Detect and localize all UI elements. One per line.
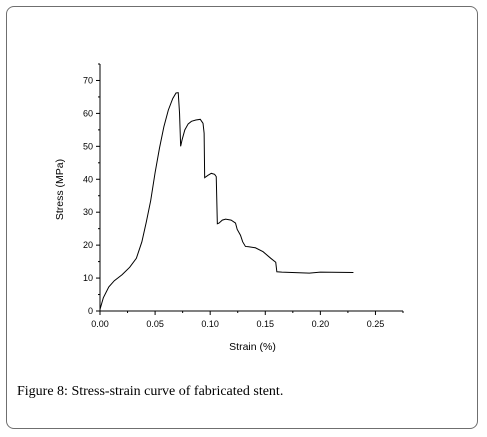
y-tick-label: 20 (83, 240, 93, 250)
y-tick-label: 70 (83, 75, 93, 85)
figure-caption-label: Figure 8: (17, 384, 68, 399)
x-tick-label: 0.25 (367, 319, 385, 329)
x-tick-label: 0.15 (257, 319, 275, 329)
x-tick-label: 0.05 (146, 319, 164, 329)
y-tick-label: 50 (83, 141, 93, 151)
y-ticks: 0 10 20 30 40 50 60 70 (83, 63, 100, 316)
y-tick-label: 60 (83, 108, 93, 118)
figure-caption-text: Stress-strain curve of fabricated stent. (67, 384, 284, 399)
figure-caption: Figure 8: Stress-strain curve of fabrica… (17, 384, 283, 400)
x-axis-title: Strain (%) (229, 341, 276, 353)
x-ticks: 0.00 0.05 0.10 0.15 0.20 0.25 (91, 311, 404, 329)
axes (99, 64, 403, 312)
y-tick-label: 30 (83, 207, 93, 217)
y-axis-title: Stress (MPa) (54, 159, 66, 220)
y-tick-label: 10 (83, 273, 93, 283)
x-tick-label: 0.10 (201, 319, 219, 329)
y-tick-label: 40 (83, 174, 93, 184)
figure-frame (6, 6, 478, 429)
x-tick-label: 0.20 (312, 319, 330, 329)
y-tick-label: 0 (88, 306, 93, 316)
x-tick-label: 0.00 (91, 319, 109, 329)
stress-strain-series-line (99, 92, 354, 310)
